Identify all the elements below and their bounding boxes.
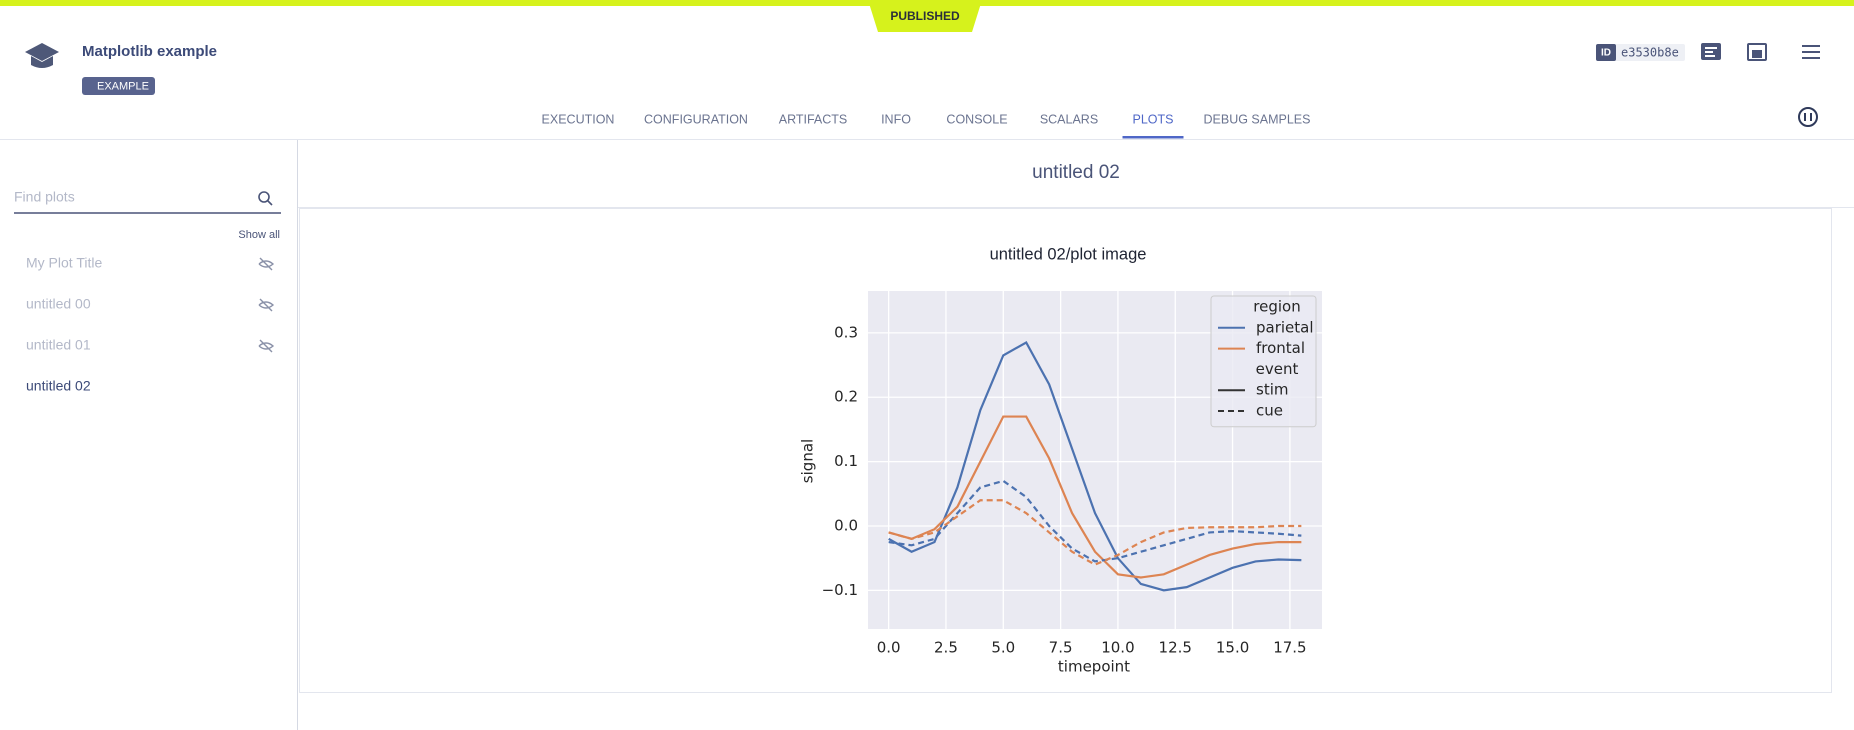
search-icon[interactable] <box>258 191 273 206</box>
menu-icon[interactable] <box>1802 45 1820 59</box>
tab[interactable]: DEBUG SAMPLES <box>1204 112 1311 126</box>
y-tick-label: 0.2 <box>834 388 858 406</box>
experiment-title: Matplotlib example <box>82 43 217 60</box>
x-tick-label: 7.5 <box>1049 639 1073 657</box>
id-box <box>1596 44 1685 61</box>
data-line <box>888 499 1302 566</box>
tab[interactable]: ARTIFACTS <box>779 112 848 126</box>
legend-label: parietal <box>1256 318 1314 336</box>
legend-title: event <box>1256 360 1299 378</box>
eye-slash <box>259 339 273 353</box>
hidden-icon[interactable] <box>258 257 275 271</box>
tab[interactable]: INFO <box>881 112 911 126</box>
x-tick-label: 5.0 <box>991 639 1015 657</box>
legend-label: stim <box>1256 381 1288 399</box>
tab[interactable]: CONFIGURATION <box>644 112 748 126</box>
tab[interactable]: EXECUTION <box>542 112 615 126</box>
id-value[interactable]: e3530b8e <box>1621 46 1679 60</box>
legend-title: region <box>1253 298 1300 316</box>
y-tick-label: 0.3 <box>834 323 858 341</box>
panel-title: untitled 02 <box>1032 162 1120 183</box>
y-tick-label: 0.1 <box>834 452 858 470</box>
x-tick-label: 0.0 <box>877 639 901 657</box>
hidden-icon[interactable] <box>258 339 275 353</box>
x-tick-label: 17.5 <box>1273 639 1306 657</box>
eye-slash <box>259 298 273 312</box>
plot-list-item[interactable]: My Plot Title <box>26 255 102 271</box>
data-line <box>888 340 1302 592</box>
layout-icon[interactable] <box>1747 43 1767 61</box>
tab[interactable]: SCALARS <box>1040 112 1098 126</box>
info-icon[interactable] <box>1701 43 1721 60</box>
search-input[interactable]: Find plots <box>14 189 75 205</box>
y-tick-label: −0.1 <box>822 581 858 599</box>
logo <box>25 43 59 68</box>
legend-label: frontal <box>1256 339 1305 357</box>
plot-list-item[interactable]: untitled 02 <box>26 378 91 394</box>
plot-list-item[interactable]: untitled 01 <box>26 337 91 353</box>
tab[interactable]: PLOTS <box>1133 112 1174 126</box>
chart: 0.0 2.5 5.0 7.5 10.0 12.5 15.0 17.5 −0.1 0.0 0.1 0.… <box>822 291 1322 657</box>
x-tick-label: 15.0 <box>1216 639 1249 657</box>
y-tick-label: 0.0 <box>834 516 858 534</box>
data-line <box>888 479 1302 563</box>
hidden-icon[interactable] <box>258 298 275 312</box>
x-axis-label: timepoint <box>1058 658 1130 676</box>
show-all[interactable]: Show all <box>238 229 280 241</box>
x-tick-label: 10.0 <box>1101 639 1134 657</box>
x-tick-label: 2.5 <box>934 639 958 657</box>
chart-title: untitled 02/plot image <box>990 245 1147 263</box>
status-badge <box>868 0 982 32</box>
tag-text: EXAMPLE <box>97 80 149 92</box>
data-line <box>888 415 1302 579</box>
tag-badge <box>82 77 155 95</box>
tab[interactable]: CONSOLE <box>946 112 1007 126</box>
legend-label: cue <box>1256 402 1283 420</box>
y-axis-label: signal <box>799 439 817 483</box>
id-label-box <box>1596 44 1616 61</box>
tab-underline <box>1122 136 1184 139</box>
refresh-icon[interactable] <box>1798 107 1818 127</box>
plot-list-item[interactable]: untitled 00 <box>26 296 91 312</box>
status-text: PUBLISHED <box>890 9 960 23</box>
x-tick-label: 12.5 <box>1159 639 1192 657</box>
eye-slash <box>259 257 273 271</box>
id-label: ID <box>1601 48 1611 59</box>
